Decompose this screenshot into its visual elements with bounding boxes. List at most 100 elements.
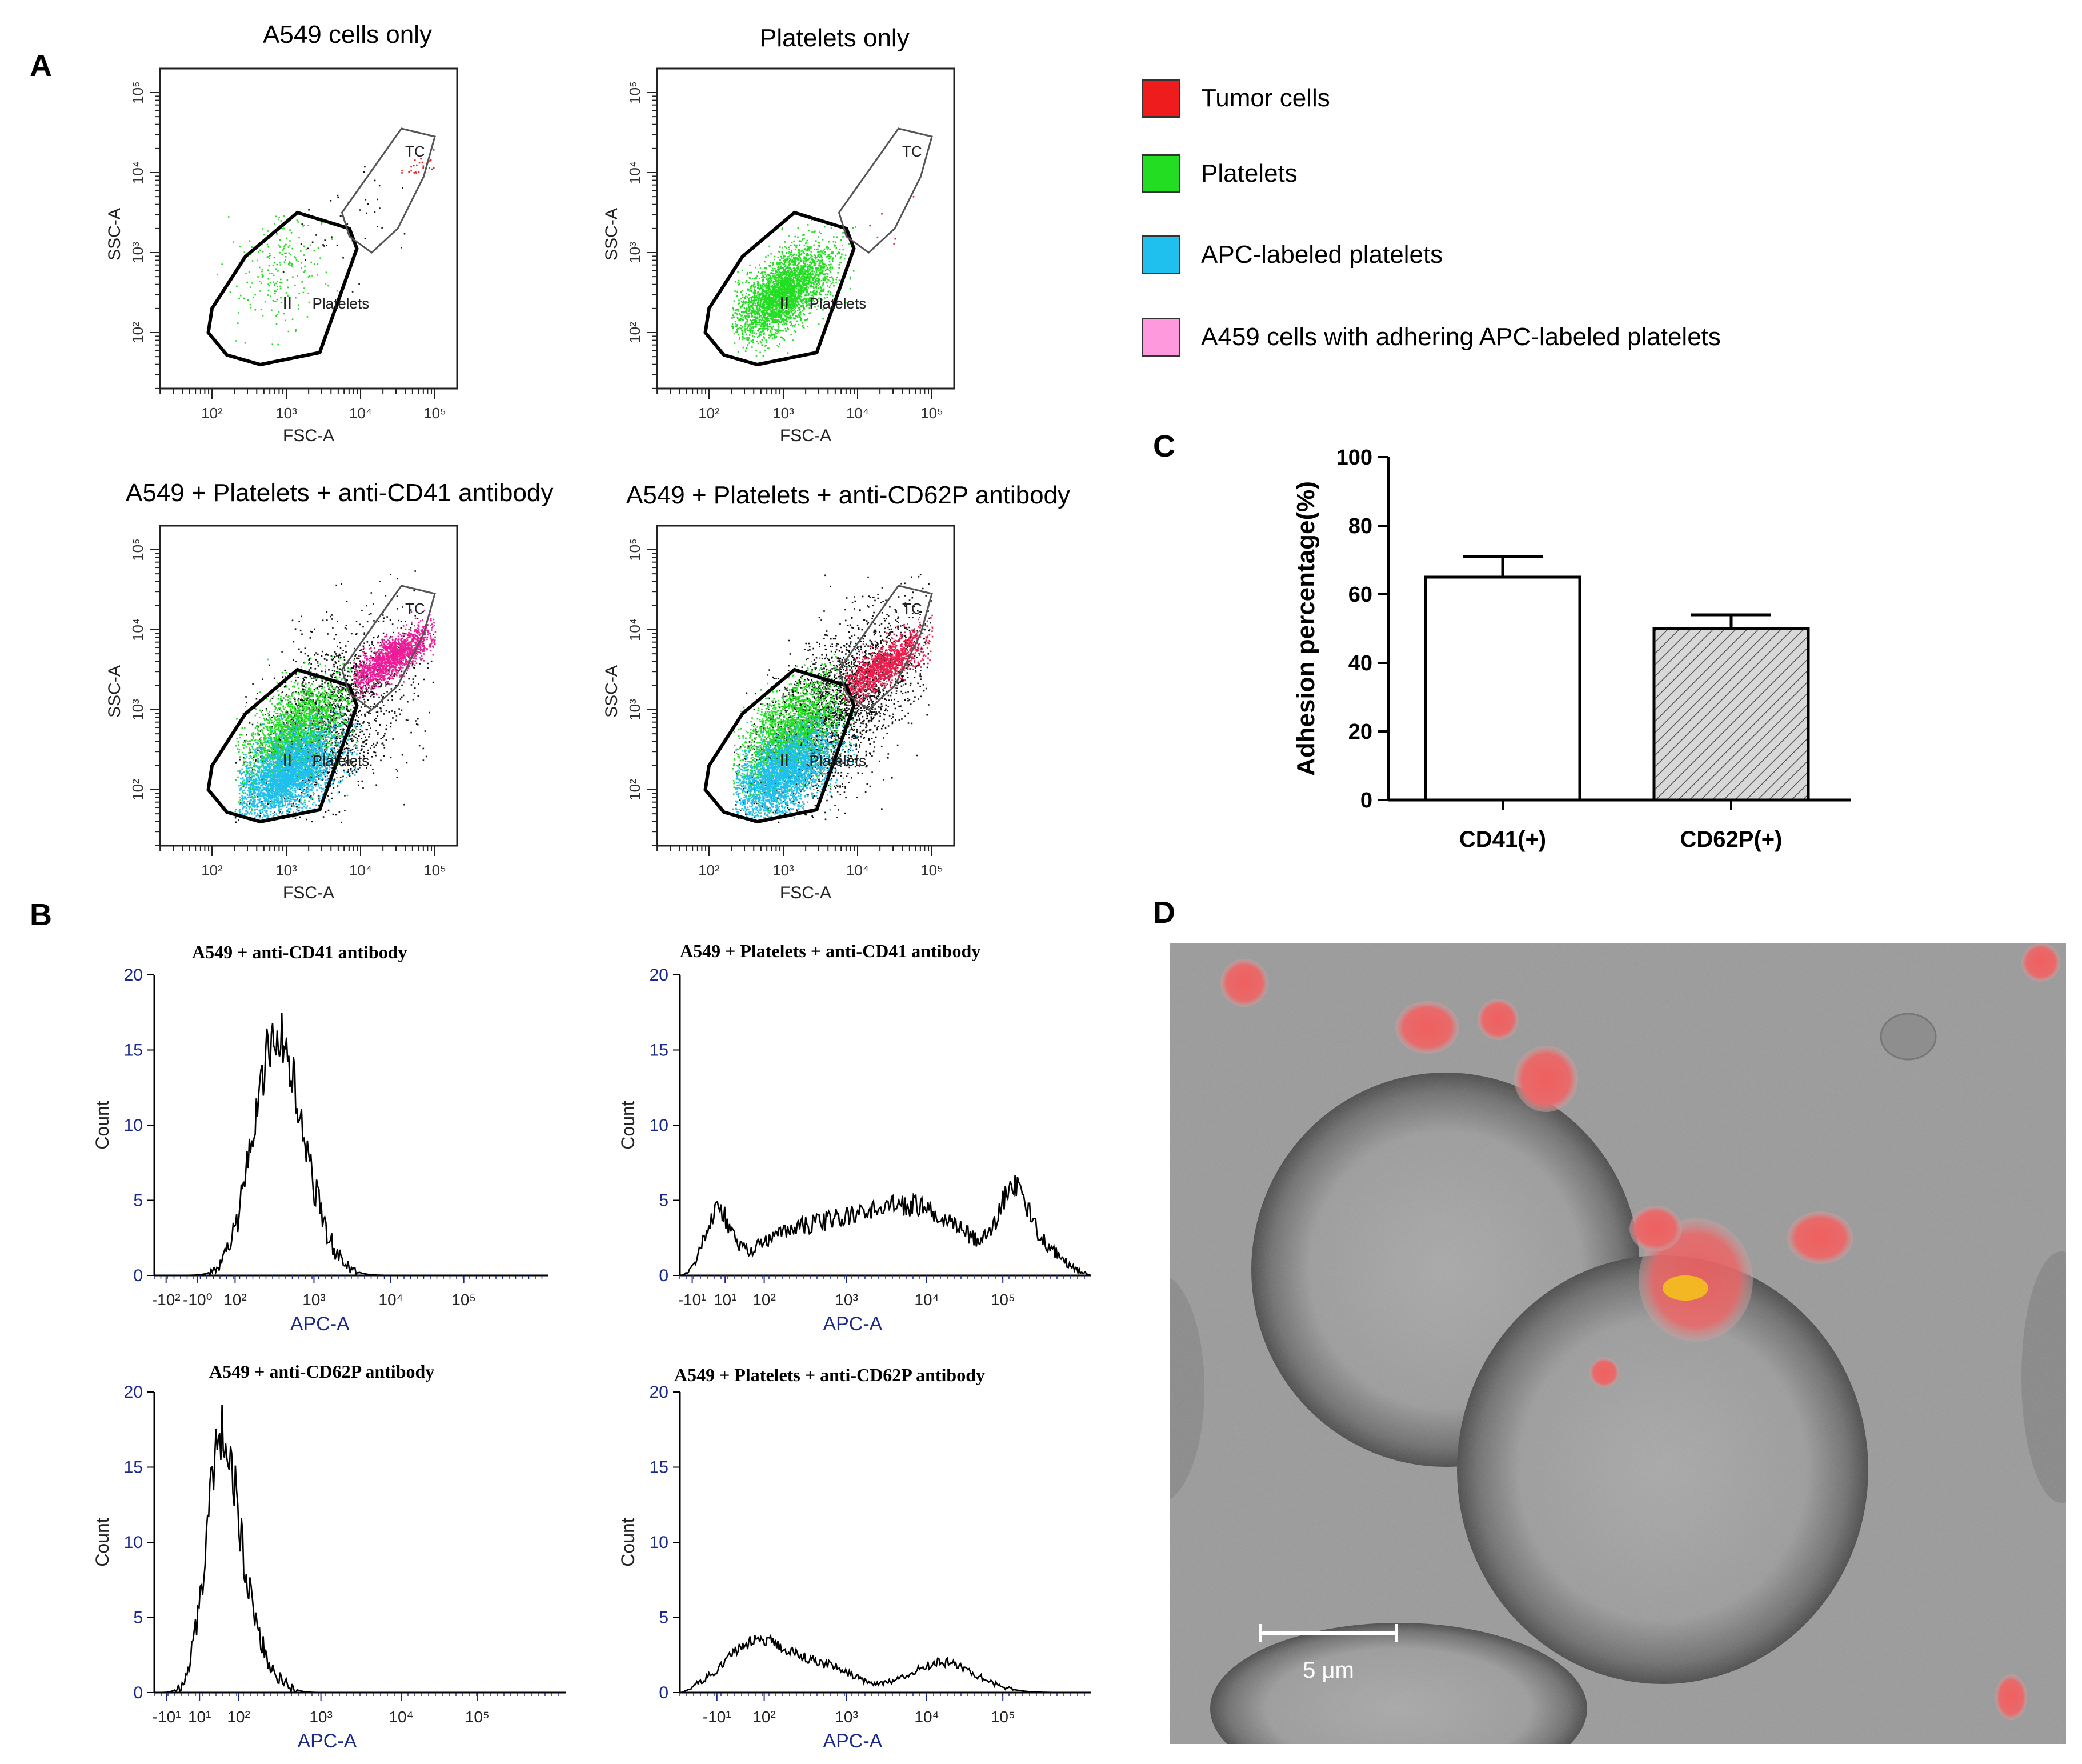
tc-gate — [838, 585, 933, 711]
scatter-title-3: A549 + Platelets + anti-CD41 antibody — [126, 479, 554, 507]
scatter-plot-platelets-only: TC II Platelets 10² 10² 10³ 10³ 10⁴ 10⁴ 10⁵ 10⁵ FSC… — [602, 67, 955, 445]
x-axis-label: APC-A — [297, 1730, 357, 1752]
x-tick-label: 10³ — [275, 405, 297, 422]
legend-label: Platelets — [1201, 159, 1298, 187]
scatter-title-2: Platelets only — [760, 24, 910, 52]
tc-gate-label: TC — [902, 600, 922, 617]
y-tick-label: 10⁴ — [129, 618, 146, 641]
y-axis-label: Adhesion percentage(%) — [1292, 481, 1320, 776]
legend-swatch — [1142, 79, 1180, 118]
y-tick-label: 10² — [129, 779, 146, 801]
y-tick-label: 15 — [650, 1458, 668, 1477]
x-axis-label: APC-A — [290, 1313, 350, 1335]
x-tick-label: 10³ — [835, 1708, 858, 1726]
y-tick-label: 10⁵ — [129, 81, 146, 104]
y-tick-label: 10⁵ — [626, 81, 643, 104]
platelets-gate-marker: II — [283, 294, 293, 313]
x-tick-label: 10⁵ — [991, 1708, 1015, 1726]
y-axis-label: SSC-A — [105, 665, 124, 718]
legend-swatch — [1142, 154, 1180, 193]
legend-label: A459 cells with adhering APC-labeled pla… — [1201, 323, 1721, 351]
y-tick-label: 10 — [124, 1533, 143, 1552]
x-tick-label: CD41(+) — [1459, 827, 1546, 852]
histogram-title-2: A549 + Platelets + anti-CD41 antibody — [680, 941, 981, 961]
platelet-red — [1514, 1046, 1578, 1112]
histogram-platelets-cd62p: 0 5 10 15 20 -10¹ 10² 10³ 10⁴ 10⁵ APC-A Count — [618, 1383, 1091, 1752]
x-tick-label: 10² — [227, 1708, 250, 1726]
platelets-gate-marker: II — [283, 751, 293, 770]
x-tick-label: 10¹ — [714, 1291, 736, 1309]
population-dots — [234, 655, 362, 815]
platelets-gate — [206, 667, 359, 824]
x-tick-label: -10¹ — [703, 1708, 731, 1726]
y-axis-label: Count — [92, 1101, 113, 1150]
population-events — [734, 574, 932, 823]
x-tick-label: 10⁵ — [991, 1291, 1015, 1309]
y-tick-label: 10 — [650, 1116, 668, 1135]
tc-gate-label: TC — [902, 143, 922, 160]
y-tick-label: 0 — [133, 1266, 143, 1285]
platelet-red — [1589, 1358, 1619, 1387]
x-axis-label: FSC-A — [283, 426, 334, 445]
y-tick-label: 5 — [659, 1609, 668, 1627]
y-tick-label: 15 — [124, 1458, 143, 1477]
population-dots — [735, 703, 858, 819]
platelets-gate — [206, 210, 359, 367]
plot-frame — [656, 67, 955, 390]
bar-cd41 — [1424, 575, 1581, 802]
x-tick-label: 10² — [698, 405, 720, 422]
x-tick-label: 10⁴ — [349, 862, 372, 879]
bar-cd62p — [1652, 627, 1810, 802]
x-axis-label: FSC-A — [283, 883, 334, 902]
population-platelets — [731, 217, 856, 357]
histogram-curve — [154, 1405, 566, 1694]
legend-swatch — [1142, 235, 1180, 274]
x-tick-label: 10³ — [275, 862, 297, 879]
platelet-red — [1395, 1001, 1459, 1054]
x-tick-label: 10² — [752, 1708, 775, 1726]
faint-debris — [1880, 1013, 1937, 1061]
y-axis-label: Count — [618, 1518, 638, 1567]
x-axis-label: APC-A — [823, 1313, 882, 1335]
histogram-a549-cd41: 0 5 10 15 20 -10² -10⁰ 10² 10³ 10⁴ 10⁵ APC-A Count — [92, 966, 548, 1335]
population-dots — [734, 574, 932, 823]
x-tick-label: 10¹ — [188, 1708, 211, 1726]
micrograph-grain — [1170, 943, 2066, 1744]
x-tick-label: CD62P(+) — [1680, 827, 1783, 852]
y-tick-label: 10⁴ — [626, 161, 643, 184]
y-axis-label: Count — [618, 1101, 638, 1150]
platelet-red — [1220, 959, 1268, 1007]
population-a459-cells-with-adhering-apc-labeled-platelets — [843, 614, 934, 709]
x-tick-label: 10⁵ — [465, 1708, 490, 1726]
population-a459-cells-with-adhering-apc-labeled-platelets — [353, 609, 437, 699]
x-tick-label: 10³ — [772, 862, 794, 879]
histogram-title-1: A549 + anti-CD41 antibody — [192, 942, 407, 962]
x-tick-label: 10² — [201, 862, 223, 879]
population-apc-labeled-platelets — [735, 703, 858, 819]
legend-item-platelets: Platelets — [1142, 154, 1298, 193]
y-tick-label: 10² — [626, 322, 643, 343]
x-tick-label: 10⁴ — [389, 1708, 413, 1726]
y-tick-label: 15 — [650, 1041, 668, 1060]
y-tick-label: 10⁵ — [129, 538, 146, 561]
y-tick-label: 20 — [124, 966, 143, 985]
panel-letter-c: C — [1153, 429, 1175, 463]
y-tick-label: 10³ — [626, 699, 643, 721]
adhesion-bar-chart: 0 20 40 60 80 100 Adhesion percentage(%) CD41(+… — [1292, 446, 1851, 852]
y-tick-label: 5 — [659, 1191, 668, 1210]
scatter-plot-cd62p: TC II Platelets 10² 10² 10³ 10³ 10⁴ 10⁴ 10⁵ 10⁵ FSC… — [602, 525, 955, 902]
y-axis-label: SSC-A — [602, 665, 621, 718]
y-axis-label: Count — [92, 1518, 113, 1567]
platelets-gate-label: Platelets — [313, 295, 370, 312]
panel-letter-a: A — [30, 49, 52, 83]
y-tick-label: 10³ — [129, 242, 146, 263]
y-tick-label: 10² — [129, 322, 146, 343]
y-tick-label: 60 — [1348, 583, 1372, 607]
y-tick-label: 100 — [1336, 446, 1372, 470]
x-tick-label: 10² — [698, 862, 720, 879]
platelet-red — [1629, 1206, 1682, 1251]
y-tick-label: 5 — [133, 1191, 143, 1210]
platelet-red — [2021, 943, 2060, 982]
y-tick-label: 10³ — [129, 699, 146, 721]
x-tick-label: 10⁵ — [920, 405, 943, 422]
